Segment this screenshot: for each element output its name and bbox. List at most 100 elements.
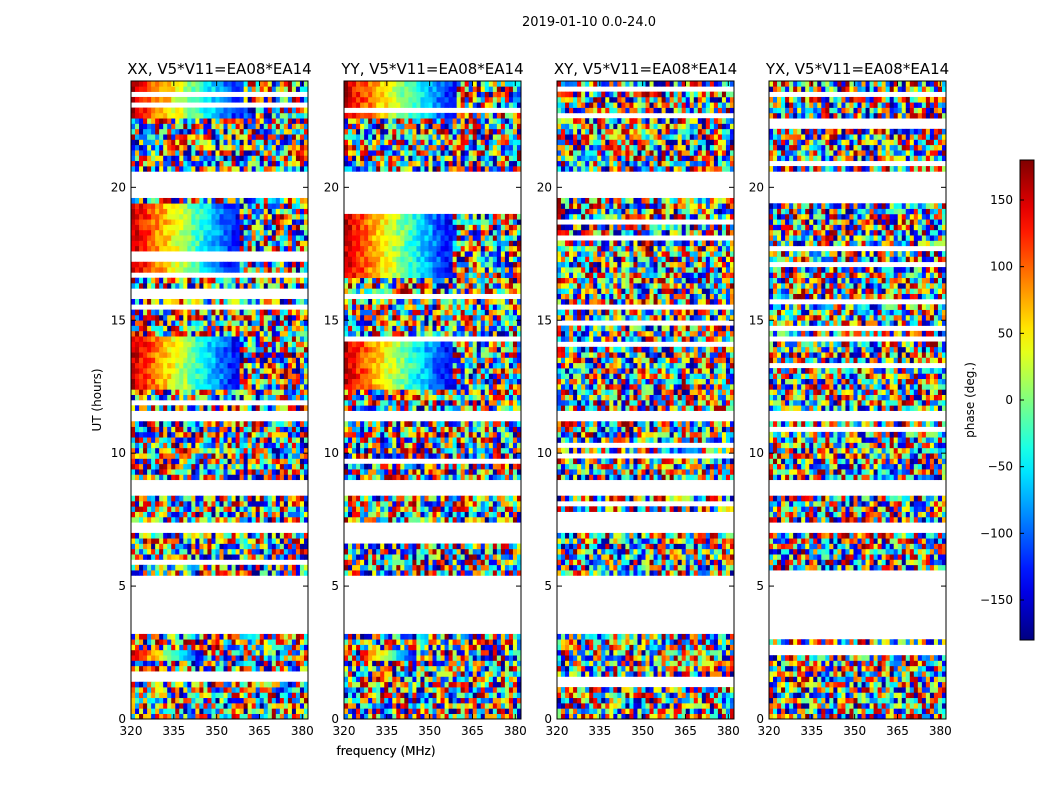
- heatmap-cell: [404, 564, 409, 571]
- heatmap-cell: [428, 649, 433, 656]
- heatmap-cell: [388, 708, 393, 714]
- heatmap-cell: [504, 511, 510, 518]
- heatmap-cell: [187, 655, 192, 661]
- heatmap-cell: [436, 697, 441, 704]
- heatmap-cell: [396, 660, 401, 667]
- heatmap-cell: [303, 426, 309, 433]
- heatmap-cell: [263, 235, 269, 241]
- heatmap-cell: [147, 538, 152, 544]
- heatmap-cell: [131, 362, 136, 369]
- heatmap-cell: [263, 298, 269, 305]
- heatmap-cell: [231, 681, 236, 688]
- heatmap-cell: [167, 128, 172, 135]
- heatmap-cell: [472, 676, 478, 683]
- heatmap-cell: [179, 155, 184, 162]
- heatmap-cell: [135, 128, 140, 135]
- heatmap-cell: [504, 681, 510, 688]
- heatmap-cell: [295, 336, 301, 342]
- heatmap-cell: [175, 532, 180, 539]
- heatmap-cell: [275, 378, 281, 385]
- heatmap-cell: [143, 150, 148, 156]
- heatmap-cell: [183, 708, 188, 714]
- heatmap-cell: [368, 474, 373, 481]
- heatmap-cell: [143, 330, 148, 337]
- heatmap-cell: [492, 501, 498, 507]
- heatmap-cell: [155, 389, 160, 395]
- heatmap-cell: [472, 649, 478, 656]
- heatmap-cell: [271, 213, 277, 220]
- heatmap-cell: [155, 703, 160, 709]
- heatmap-cell: [219, 373, 224, 380]
- heatmap-cell: [263, 197, 269, 204]
- heatmap-cell: [131, 389, 136, 395]
- heatmap-cell: [492, 708, 498, 714]
- heatmap-cell: [279, 283, 285, 289]
- heatmap-cell: [275, 554, 281, 560]
- heatmap-cell: [516, 559, 522, 566]
- heatmap-cell: [303, 463, 309, 470]
- heatmap-cell: [239, 697, 245, 704]
- heatmap-cell: [275, 532, 281, 539]
- heatmap-cell: [444, 697, 449, 704]
- heatmap-cell: [131, 373, 136, 380]
- heatmap-cell: [247, 655, 253, 661]
- heatmap-cell: [512, 681, 518, 688]
- heatmap-cell: [195, 240, 200, 247]
- heatmap-cell: [500, 697, 506, 704]
- y-tick-label: 10: [111, 446, 126, 460]
- heatmap-cell: [259, 501, 265, 507]
- heatmap-cell: [147, 118, 152, 124]
- heatmap-cell: [159, 421, 164, 427]
- heatmap-cell: [151, 405, 156, 411]
- heatmap-cell: [143, 314, 148, 321]
- heatmap-cell: [267, 357, 273, 364]
- heatmap-cell: [251, 208, 257, 215]
- heatmap-cell: [179, 506, 184, 512]
- heatmap-cell: [131, 123, 136, 130]
- heatmap-cell: [360, 713, 365, 720]
- heatmap-cell: [231, 703, 236, 709]
- heatmap-cell: [215, 197, 220, 204]
- heatmap-cell: [191, 235, 196, 241]
- heatmap-cell: [380, 543, 385, 550]
- heatmap-cell: [223, 495, 228, 502]
- heatmap-cell: [203, 139, 208, 146]
- heatmap-cell: [175, 697, 180, 704]
- heatmap-cell: [239, 128, 245, 135]
- heatmap-cell: [480, 687, 486, 693]
- heatmap-cell: [299, 516, 305, 523]
- heatmap-cell: [271, 283, 277, 289]
- heatmap-cell: [171, 463, 176, 470]
- heatmap-cell: [476, 639, 482, 645]
- heatmap-cell: [187, 213, 192, 220]
- heatmap-cell: [143, 660, 148, 667]
- heatmap-cell: [376, 708, 381, 714]
- heatmap-cell: [195, 394, 200, 401]
- heatmap-cell: [436, 633, 441, 640]
- heatmap-cell: [496, 708, 502, 714]
- heatmap-cell: [175, 713, 180, 720]
- heatmap-cell: [199, 474, 204, 481]
- heatmap-cell: [203, 697, 208, 704]
- heatmap-cell: [143, 235, 148, 241]
- heatmap-cell: [352, 703, 357, 709]
- heatmap-cell: [283, 224, 289, 231]
- heatmap-cell: [239, 123, 245, 130]
- heatmap-cell: [444, 681, 449, 688]
- heatmap-cell: [151, 144, 156, 151]
- heatmap-cell: [480, 564, 486, 571]
- heatmap-cell: [263, 554, 269, 560]
- heatmap-cell: [287, 697, 293, 704]
- heatmap-cell: [396, 676, 401, 683]
- heatmap-cell: [155, 469, 160, 475]
- heatmap-cell: [199, 81, 204, 87]
- heatmap-cell: [231, 516, 236, 523]
- heatmap-cell: [400, 681, 405, 688]
- heatmap-cell: [404, 554, 409, 560]
- heatmap-cell: [472, 511, 478, 518]
- heatmap-cell: [291, 298, 297, 305]
- heatmap-cell: [456, 681, 462, 688]
- heatmap-cell: [480, 548, 486, 555]
- heatmap-cell: [275, 203, 281, 209]
- heatmap-cell: [227, 511, 232, 518]
